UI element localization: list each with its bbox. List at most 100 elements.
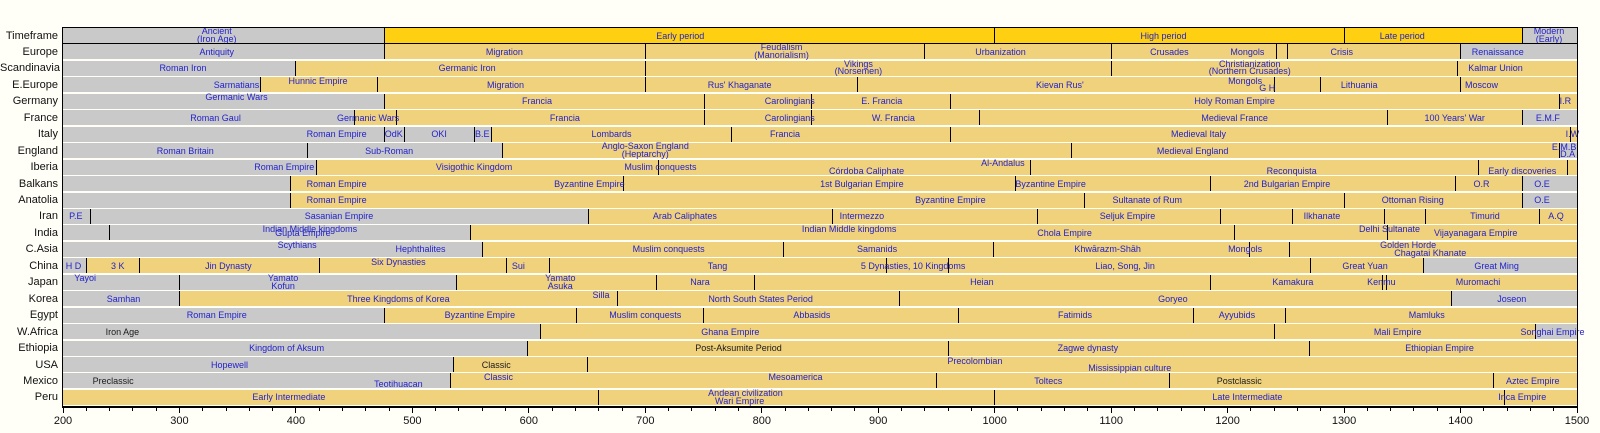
period-label[interactable]: E.M.F [1535, 112, 1560, 123]
period-label[interactable]: Medieval France [1201, 112, 1268, 123]
period-label[interactable]: B.E [474, 129, 490, 140]
period-label[interactable]: Migration [485, 46, 523, 57]
period-label[interactable]: Roman Empire [186, 310, 247, 321]
period-label[interactable]: Mali Empire [1373, 326, 1422, 337]
period-label[interactable]: Medieval England [1156, 145, 1229, 156]
period-label[interactable]: Francia [770, 129, 801, 140]
period-label[interactable]: Ilkhanate [1303, 211, 1341, 222]
period-label[interactable]: Roman Gaul [190, 112, 241, 123]
period-label[interactable]: Roman Iron [159, 63, 207, 74]
period-label[interactable]: Lombards [591, 129, 632, 140]
period-label[interactable]: Roman Empire [306, 129, 367, 140]
period-label[interactable]: Indian Middle kingdoms [262, 223, 358, 234]
period-label[interactable]: Silla [592, 289, 610, 300]
period-label[interactable]: Sarmatians [213, 79, 260, 90]
period-label[interactable]: Byzantine Empire [1015, 178, 1086, 189]
period-label[interactable]: 100 Years' War [1424, 112, 1485, 123]
period-label[interactable]: Scythians [277, 240, 317, 251]
period-label[interactable]: Vikings (Norsemen) [834, 58, 883, 77]
period-label[interactable]: Late Intermediate [1212, 392, 1283, 403]
period-label[interactable]: Sub-Roman [365, 145, 414, 156]
period-label[interactable]: I.W [1565, 129, 1580, 140]
period-label[interactable]: Vijayanagara Empire [1433, 227, 1518, 238]
period-label[interactable]: D.A [1560, 149, 1576, 160]
period-label[interactable]: Roman Empire [306, 195, 367, 205]
period-label[interactable]: Yamato [267, 273, 299, 284]
period-label[interactable]: Carolingians [764, 96, 815, 107]
period-label[interactable]: Francia [521, 96, 552, 107]
period-label[interactable]: Zagwe dynasty [1057, 343, 1119, 354]
period-label[interactable]: Feudalism (Manorialism) [754, 42, 809, 60]
period-label[interactable]: Kamakura [1272, 277, 1314, 288]
period-label[interactable]: Teotihuacan [374, 379, 423, 390]
period-label[interactable]: Renaissance [1471, 46, 1524, 57]
period-label[interactable]: Asuka [547, 280, 573, 291]
period-label[interactable]: Ancient (Iron Age) [196, 26, 237, 44]
period-label[interactable]: Inca Empire [1498, 392, 1547, 403]
period-label[interactable]: Songhai Empire [1520, 326, 1585, 337]
period-label[interactable]: Precolombian [947, 355, 1003, 366]
period-label[interactable]: Early Intermediate [252, 392, 326, 403]
period-label[interactable]: 5 Dynasties, 10 Kingdoms [860, 260, 966, 271]
period-label[interactable]: Al-Andalus [981, 158, 1025, 169]
period-label[interactable]: Medieval Italy [1170, 129, 1227, 140]
period-label[interactable]: Mamluks [1408, 310, 1445, 321]
period-label[interactable]: Six Dynasties [371, 256, 426, 267]
period-label[interactable]: Urbanization [975, 46, 1026, 57]
period-label[interactable]: Mongols [1230, 46, 1265, 57]
period-label[interactable]: Crisis [1330, 46, 1353, 57]
period-label[interactable]: Muslim conquests [609, 310, 682, 321]
period-label[interactable]: Chagatai Khanate [1394, 247, 1467, 258]
period-label[interactable]: Christianization (Northern Crusades) [1208, 58, 1291, 77]
period-label[interactable]: 1st Bulgarian Empire [820, 178, 904, 189]
period-label[interactable]: Ethiopian Empire [1405, 343, 1474, 354]
period-label[interactable]: 2nd Bulgarian Empire [1243, 178, 1331, 189]
period-label[interactable]: Goryeo [1158, 293, 1188, 304]
period-label[interactable]: Early discoveries [1488, 165, 1557, 176]
period-label[interactable]: Germanic Wars [205, 92, 268, 103]
period-label[interactable]: Khwārazm-Shāh [1074, 244, 1141, 255]
period-label[interactable]: Aztec Empire [1505, 375, 1560, 386]
period-label[interactable]: Holy Roman Empire [1194, 96, 1275, 107]
period-label[interactable]: Germanic Iron [438, 63, 496, 74]
period-label[interactable]: Great Yuan [1342, 260, 1388, 271]
period-label[interactable]: Migration [487, 79, 525, 90]
period-label[interactable]: Sultanate of Rum [1112, 195, 1183, 205]
period-label[interactable]: O.E [1534, 195, 1550, 205]
period-label[interactable]: OKI [431, 129, 447, 140]
period-label[interactable]: Tang [707, 260, 728, 271]
period-label[interactable]: Crusades [1150, 46, 1189, 57]
period-label[interactable]: Byzantine Empire [554, 178, 625, 189]
period-label[interactable]: Sasanian Empire [304, 211, 374, 222]
period-label[interactable]: Indian Middle kingdoms [801, 223, 897, 234]
period-label[interactable]: Carolingians [764, 112, 815, 123]
period-label[interactable]: Modern (Early) [1533, 26, 1565, 44]
period-label[interactable]: Samhan [106, 293, 141, 304]
period-label[interactable]: High period [1140, 30, 1187, 41]
period-label[interactable]: Byzantine Empire [444, 310, 516, 321]
period-label[interactable]: Kenmu [1367, 277, 1396, 288]
period-label[interactable]: I.R [1559, 96, 1572, 107]
period-label[interactable]: E. Francia [861, 96, 903, 107]
period-label[interactable]: Mongols [1228, 244, 1263, 255]
period-label[interactable]: Timurid [1470, 211, 1500, 222]
period-label[interactable]: O.R [1473, 178, 1490, 189]
period-label[interactable]: W. Francia [871, 112, 915, 123]
period-label[interactable]: Kofun [271, 280, 295, 291]
period-label[interactable]: H D [65, 260, 82, 271]
period-label[interactable]: Reconquista [1266, 165, 1317, 176]
period-label[interactable]: Seljuk Empire [1099, 211, 1156, 222]
period-label[interactable]: O.E [1534, 178, 1550, 189]
period-label[interactable]: Joseon [1497, 293, 1527, 304]
period-label[interactable]: Anglo-Saxon England (Heptarchy) [601, 141, 689, 159]
period-label[interactable]: Germanic Wars [337, 112, 400, 123]
period-label[interactable]: Kalmar Union [1468, 63, 1523, 74]
period-label[interactable]: Moscow [1464, 79, 1499, 90]
period-label[interactable]: Ottoman Rising [1381, 195, 1444, 205]
period-label[interactable]: Jin Dynasty [205, 260, 252, 271]
period-label[interactable]: Late period [1379, 30, 1425, 41]
period-label[interactable]: Heian [970, 277, 994, 288]
period-label[interactable]: Chola Empire [1037, 227, 1092, 238]
period-label[interactable]: Arab Caliphates [652, 211, 717, 222]
period-label[interactable]: Muromachi [1455, 277, 1501, 288]
